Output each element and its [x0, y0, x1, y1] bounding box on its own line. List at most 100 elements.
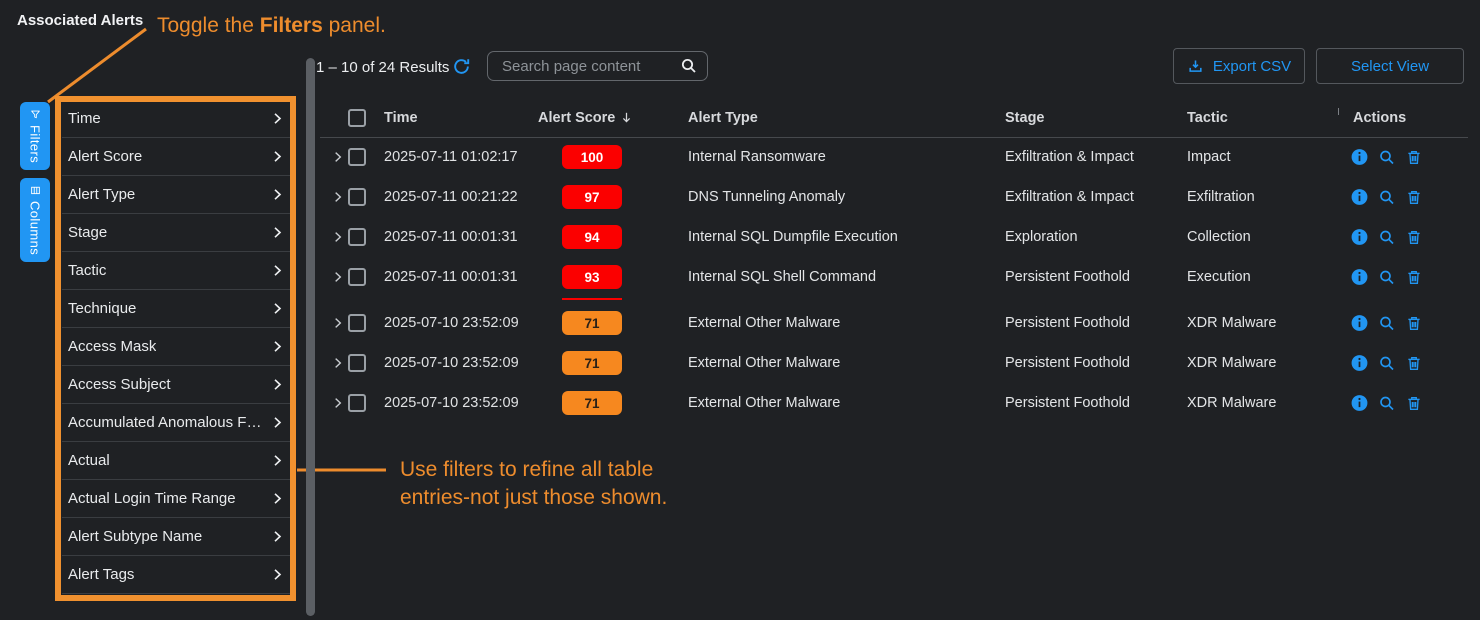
search-icon[interactable] [680, 57, 698, 75]
row-checkbox[interactable] [348, 148, 366, 166]
cell-stage: Persistent Foothold [1005, 355, 1130, 371]
cell-stage: Persistent Foothold [1005, 315, 1130, 331]
row-expand-chevron[interactable] [331, 316, 345, 330]
filter-list: Time Alert Score Alert Type Stage Tactic… [62, 100, 290, 594]
search-action-icon[interactable] [1378, 354, 1396, 372]
filters-toggle-button[interactable]: Filters [20, 102, 50, 170]
trash-icon[interactable] [1405, 314, 1423, 332]
refresh-icon[interactable] [452, 57, 471, 81]
filter-item[interactable]: Time [62, 100, 290, 138]
table-row: 2025-07-11 00:01:31 94 Internal SQL Dump… [320, 217, 1468, 257]
select-all-checkbox[interactable] [348, 108, 366, 127]
search-action-icon[interactable] [1378, 188, 1396, 206]
annotation-line2: entries-not just those shown. [400, 486, 668, 509]
cell-time: 2025-07-10 23:52:09 [384, 315, 519, 331]
filter-item[interactable]: Alert Tags [62, 556, 290, 594]
columns-button-label: Columns [27, 200, 43, 255]
cell-stage: Exfiltration & Impact [1005, 149, 1134, 165]
chevron-right-icon [274, 455, 282, 466]
cell-alert-type: External Other Malware [688, 355, 841, 371]
trash-icon[interactable] [1405, 228, 1423, 246]
header-stage[interactable]: Stage [1005, 109, 1045, 126]
row-checkbox[interactable] [348, 354, 366, 372]
cell-tactic: Impact [1187, 149, 1231, 165]
filter-item[interactable]: Stage [62, 214, 290, 252]
select-view-button[interactable]: Select View [1316, 48, 1464, 84]
filter-item[interactable]: Actual Login Time Range [62, 480, 290, 518]
filter-item[interactable]: Access Mask [62, 328, 290, 366]
info-icon[interactable] [1350, 394, 1369, 413]
chevron-right-icon [274, 151, 282, 162]
header-alert-type[interactable]: Alert Type [688, 109, 758, 126]
alert-score-badge: 93 [562, 265, 622, 289]
filter-item[interactable]: Technique [62, 290, 290, 328]
header-time[interactable]: Time [384, 109, 418, 126]
chevron-right-icon [274, 113, 282, 124]
filter-item-label: Tactic [68, 262, 107, 279]
row-checkbox[interactable] [348, 394, 366, 412]
score-threshold-divider [320, 297, 1468, 303]
search-input[interactable] [500, 56, 680, 76]
annotation-use-filters: Use filters to refine all table entries-… [400, 456, 667, 512]
info-icon[interactable] [1350, 148, 1369, 167]
columns-icon [30, 186, 40, 195]
search-action-icon[interactable] [1378, 314, 1396, 332]
cell-time: 2025-07-11 00:01:31 [384, 229, 518, 245]
row-expand-chevron[interactable] [331, 150, 345, 164]
search-action-icon[interactable] [1378, 148, 1396, 166]
annotation-text-bold: Filters [259, 14, 323, 37]
filter-item-label: Access Subject [68, 376, 171, 393]
chevron-right-icon [274, 265, 282, 276]
row-checkbox[interactable] [348, 188, 366, 206]
filter-funnel-icon [30, 110, 40, 119]
page-title: Associated Alerts [17, 12, 144, 29]
filter-item[interactable]: Alert Type [62, 176, 290, 214]
annotation-text: panel. [322, 14, 386, 37]
info-icon[interactable] [1350, 268, 1369, 287]
cell-alert-type: External Other Malware [688, 395, 841, 411]
trash-icon[interactable] [1405, 394, 1423, 412]
trash-icon[interactable] [1405, 354, 1423, 372]
filter-item[interactable]: Actual [62, 442, 290, 480]
export-csv-button[interactable]: Export CSV [1173, 48, 1305, 84]
row-expand-chevron[interactable] [331, 190, 345, 204]
row-checkbox[interactable] [348, 228, 366, 246]
filter-item-label: Actual [68, 452, 110, 469]
info-icon[interactable] [1350, 354, 1369, 373]
info-icon[interactable] [1350, 188, 1369, 207]
header-alert-score[interactable]: Alert Score [538, 110, 634, 126]
table-row: 2025-07-10 23:52:09 71 External Other Ma… [320, 343, 1468, 383]
filter-item[interactable]: Access Subject [62, 366, 290, 404]
info-icon[interactable] [1350, 314, 1369, 333]
filter-item[interactable]: Accumulated Anomalous Fail... [62, 404, 290, 442]
filter-item[interactable]: Alert Subtype Name [62, 518, 290, 556]
filter-item-label: Alert Subtype Name [68, 528, 203, 545]
trash-icon[interactable] [1405, 268, 1423, 286]
info-icon[interactable] [1350, 228, 1369, 247]
sort-desc-icon[interactable] [619, 110, 634, 125]
filter-item[interactable]: Tactic [62, 252, 290, 290]
cell-time: 2025-07-11 01:02:17 [384, 149, 518, 165]
row-expand-chevron[interactable] [331, 230, 345, 244]
header-tactic[interactable]: Tactic [1187, 109, 1228, 126]
annotation-line1: Use filters to refine all table [400, 458, 654, 481]
row-checkbox[interactable] [348, 268, 366, 286]
row-expand-chevron[interactable] [331, 356, 345, 370]
trash-icon[interactable] [1405, 188, 1423, 206]
cell-tactic: Execution [1187, 269, 1251, 285]
filter-item-label: Time [68, 110, 101, 127]
alert-score-badge: 71 [562, 351, 622, 375]
search-action-icon[interactable] [1378, 228, 1396, 246]
cell-time: 2025-07-11 00:01:31 [384, 269, 518, 285]
filter-item[interactable]: Alert Score [62, 138, 290, 176]
filter-panel-scrollbar[interactable] [306, 58, 315, 616]
alert-score-badge: 94 [562, 225, 622, 249]
row-checkbox[interactable] [348, 314, 366, 332]
row-expand-chevron[interactable] [331, 270, 345, 284]
trash-icon[interactable] [1405, 148, 1423, 166]
search-action-icon[interactable] [1378, 394, 1396, 412]
row-expand-chevron[interactable] [331, 396, 345, 410]
columns-toggle-button[interactable]: Columns [20, 178, 50, 262]
search-action-icon[interactable] [1378, 268, 1396, 286]
